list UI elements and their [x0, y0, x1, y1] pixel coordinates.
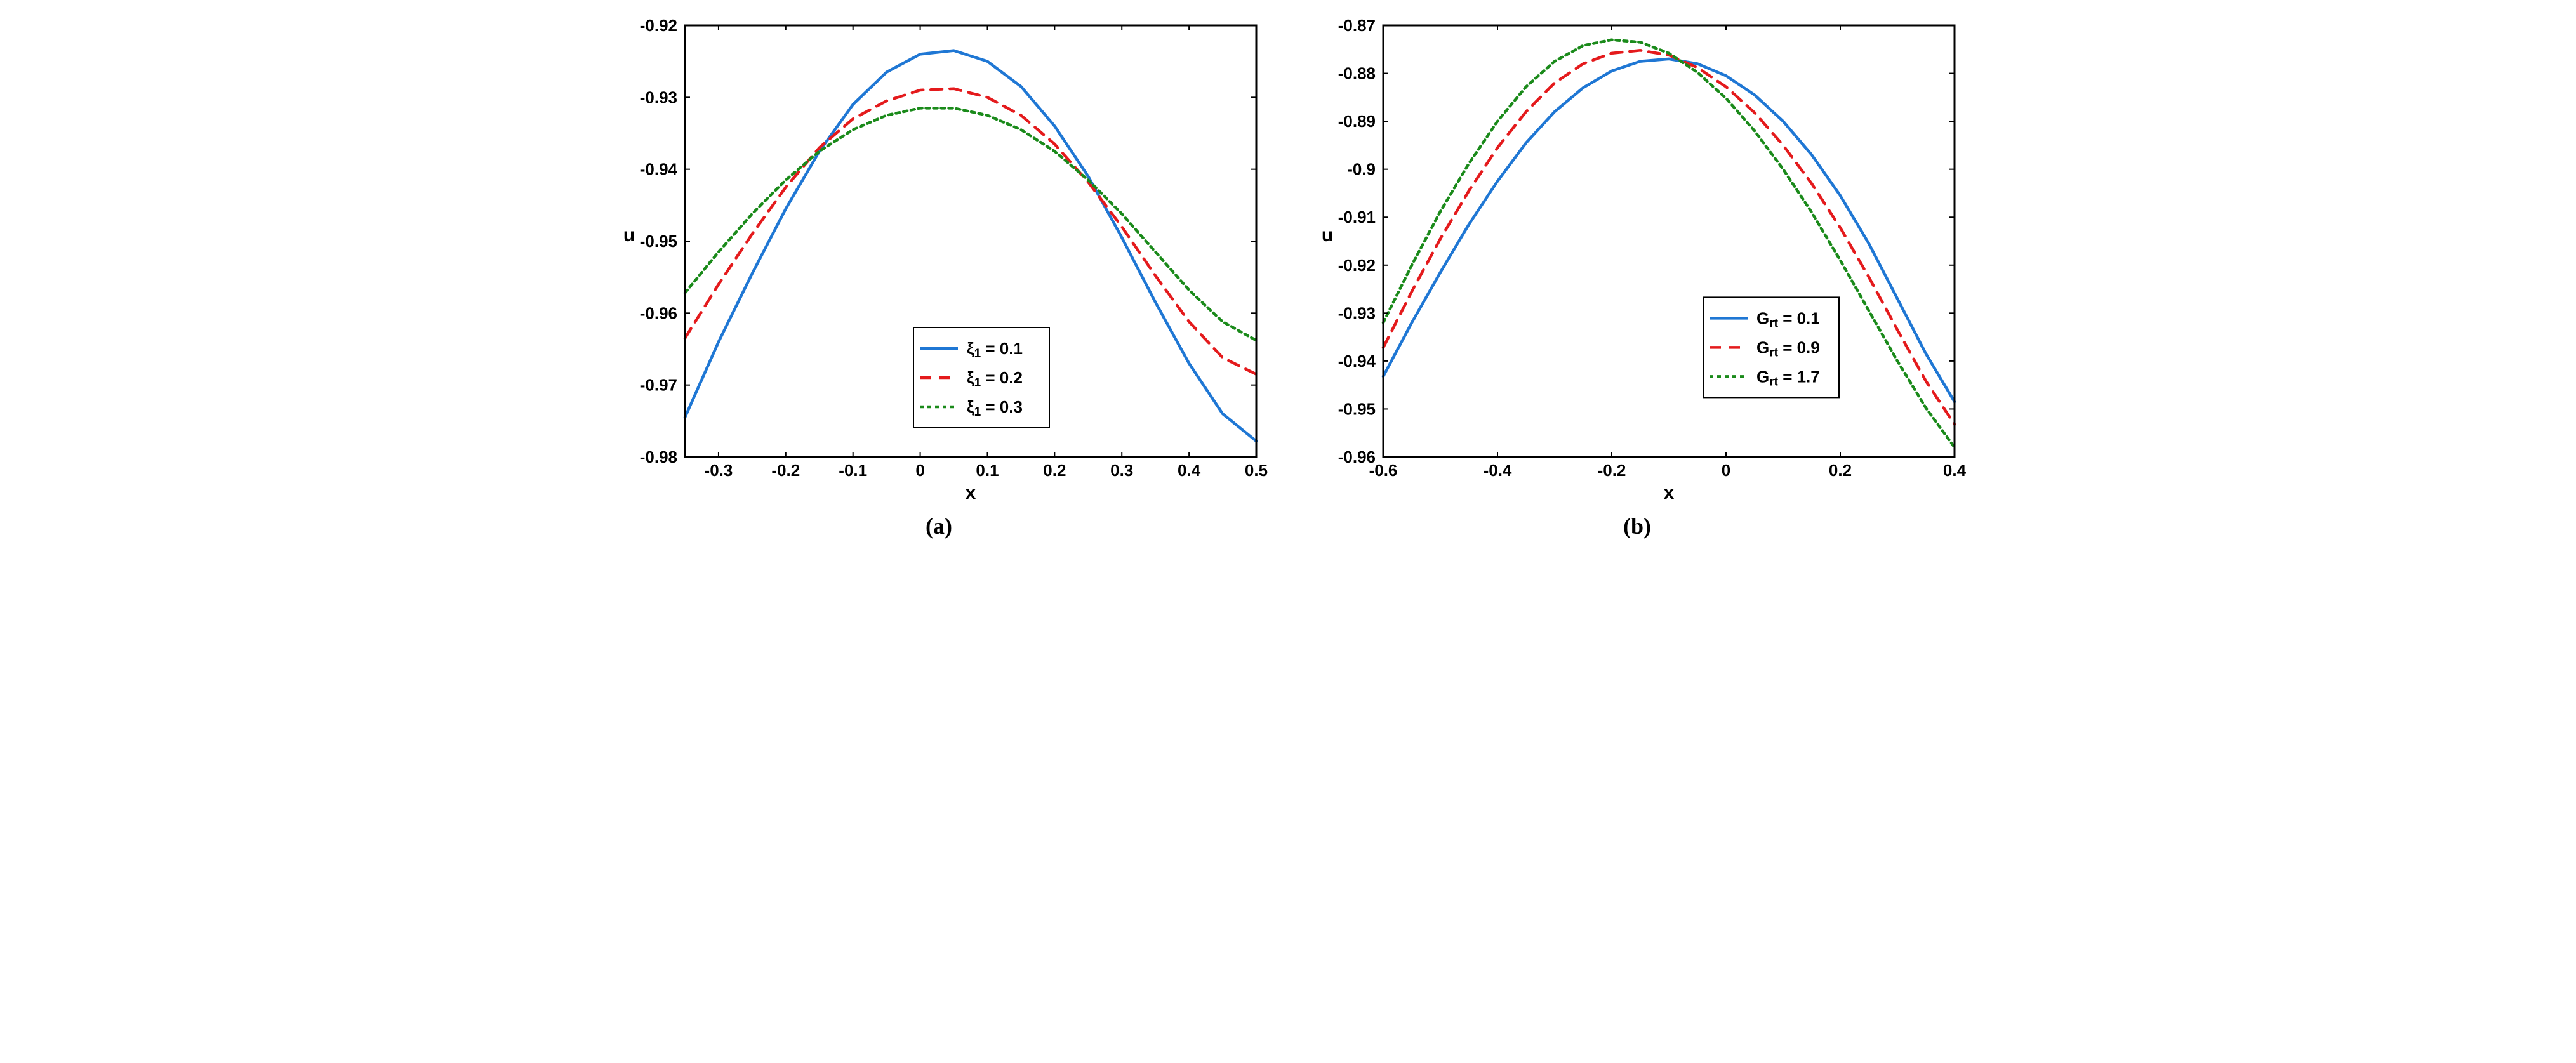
ytick-label: -0.96	[1338, 447, 1376, 466]
legend-label: Grt = 0.9	[1756, 338, 1820, 359]
xtick-label: -0.1	[839, 461, 867, 480]
y-axis-label: u	[1322, 225, 1333, 246]
xtick-label: 0.5	[1245, 461, 1268, 480]
xtick-label: -0.3	[705, 461, 733, 480]
xtick-label: 0	[1722, 461, 1730, 480]
ytick-label: -0.9	[1347, 160, 1376, 179]
panel-a: -0.3 -0.2 -0.1 0 0.1 0.2 0.3 0.4 0.5 -0.98 -0.97 -0…	[609, 13, 1269, 539]
xtick-label: 0.4	[1178, 461, 1201, 480]
y-axis-label: u	[623, 225, 635, 246]
panel-b: -0.6-0.4-0.200.20.4-0.96-0.95-0.94-0.93-…	[1307, 13, 1967, 539]
xtick-label: 0	[915, 461, 924, 480]
xtick-label: -0.4	[1484, 461, 1512, 480]
x-axis-label: x	[966, 482, 976, 503]
ytick-label: -0.94	[1338, 352, 1376, 371]
ytick-label: -0.98	[640, 447, 677, 466]
panel-caption-b: (b)	[1623, 513, 1651, 539]
ytick-label: -0.95	[640, 232, 677, 251]
legend-label: Grt = 0.1	[1756, 308, 1820, 330]
ytick-label: -0.88	[1338, 64, 1376, 83]
legend: Grt = 0.1 Grt = 0.9 Grt = 1.7	[1703, 297, 1839, 397]
ytick-label: -0.93	[1338, 303, 1376, 322]
x-axis-label: x	[1664, 482, 1675, 503]
chart-b: -0.6-0.4-0.200.20.4-0.96-0.95-0.94-0.93-…	[1307, 13, 1967, 508]
ytick-label: -0.96	[640, 303, 677, 322]
xtick-label: -0.2	[771, 461, 800, 480]
ytick-label: -0.95	[1338, 399, 1376, 418]
ytick-label: -0.87	[1338, 16, 1376, 35]
ytick-label: -0.89	[1338, 112, 1376, 131]
legend: ξ1 = 0.1ξ1 = 0.2ξ1 = 0.3	[913, 327, 1049, 428]
figure-container: -0.3 -0.2 -0.1 0 0.1 0.2 0.3 0.4 0.5 -0.98 -0.97 -0…	[0, 0, 2576, 546]
xtick-label: 0.1	[976, 461, 999, 480]
xtick-label: 0.3	[1110, 461, 1133, 480]
xtick-label: 0.4	[1943, 461, 1967, 480]
xtick-label: -0.2	[1598, 461, 1626, 480]
legend-label: Grt = 1.7	[1756, 367, 1820, 388]
ytick-label: -0.92	[1338, 256, 1376, 275]
ytick-label: -0.94	[640, 160, 678, 179]
panel-caption-a: (a)	[926, 513, 952, 539]
ytick-label: -0.91	[1338, 208, 1376, 227]
ytick-label: -0.97	[640, 376, 677, 395]
chart-a: -0.3 -0.2 -0.1 0 0.1 0.2 0.3 0.4 0.5 -0.98 -0.97 -0…	[609, 13, 1269, 508]
xtick-label: 0.2	[1043, 461, 1066, 480]
ytick-label: -0.93	[640, 88, 677, 107]
xtick-label: 0.2	[1829, 461, 1852, 480]
ytick-label: -0.92	[640, 16, 677, 35]
